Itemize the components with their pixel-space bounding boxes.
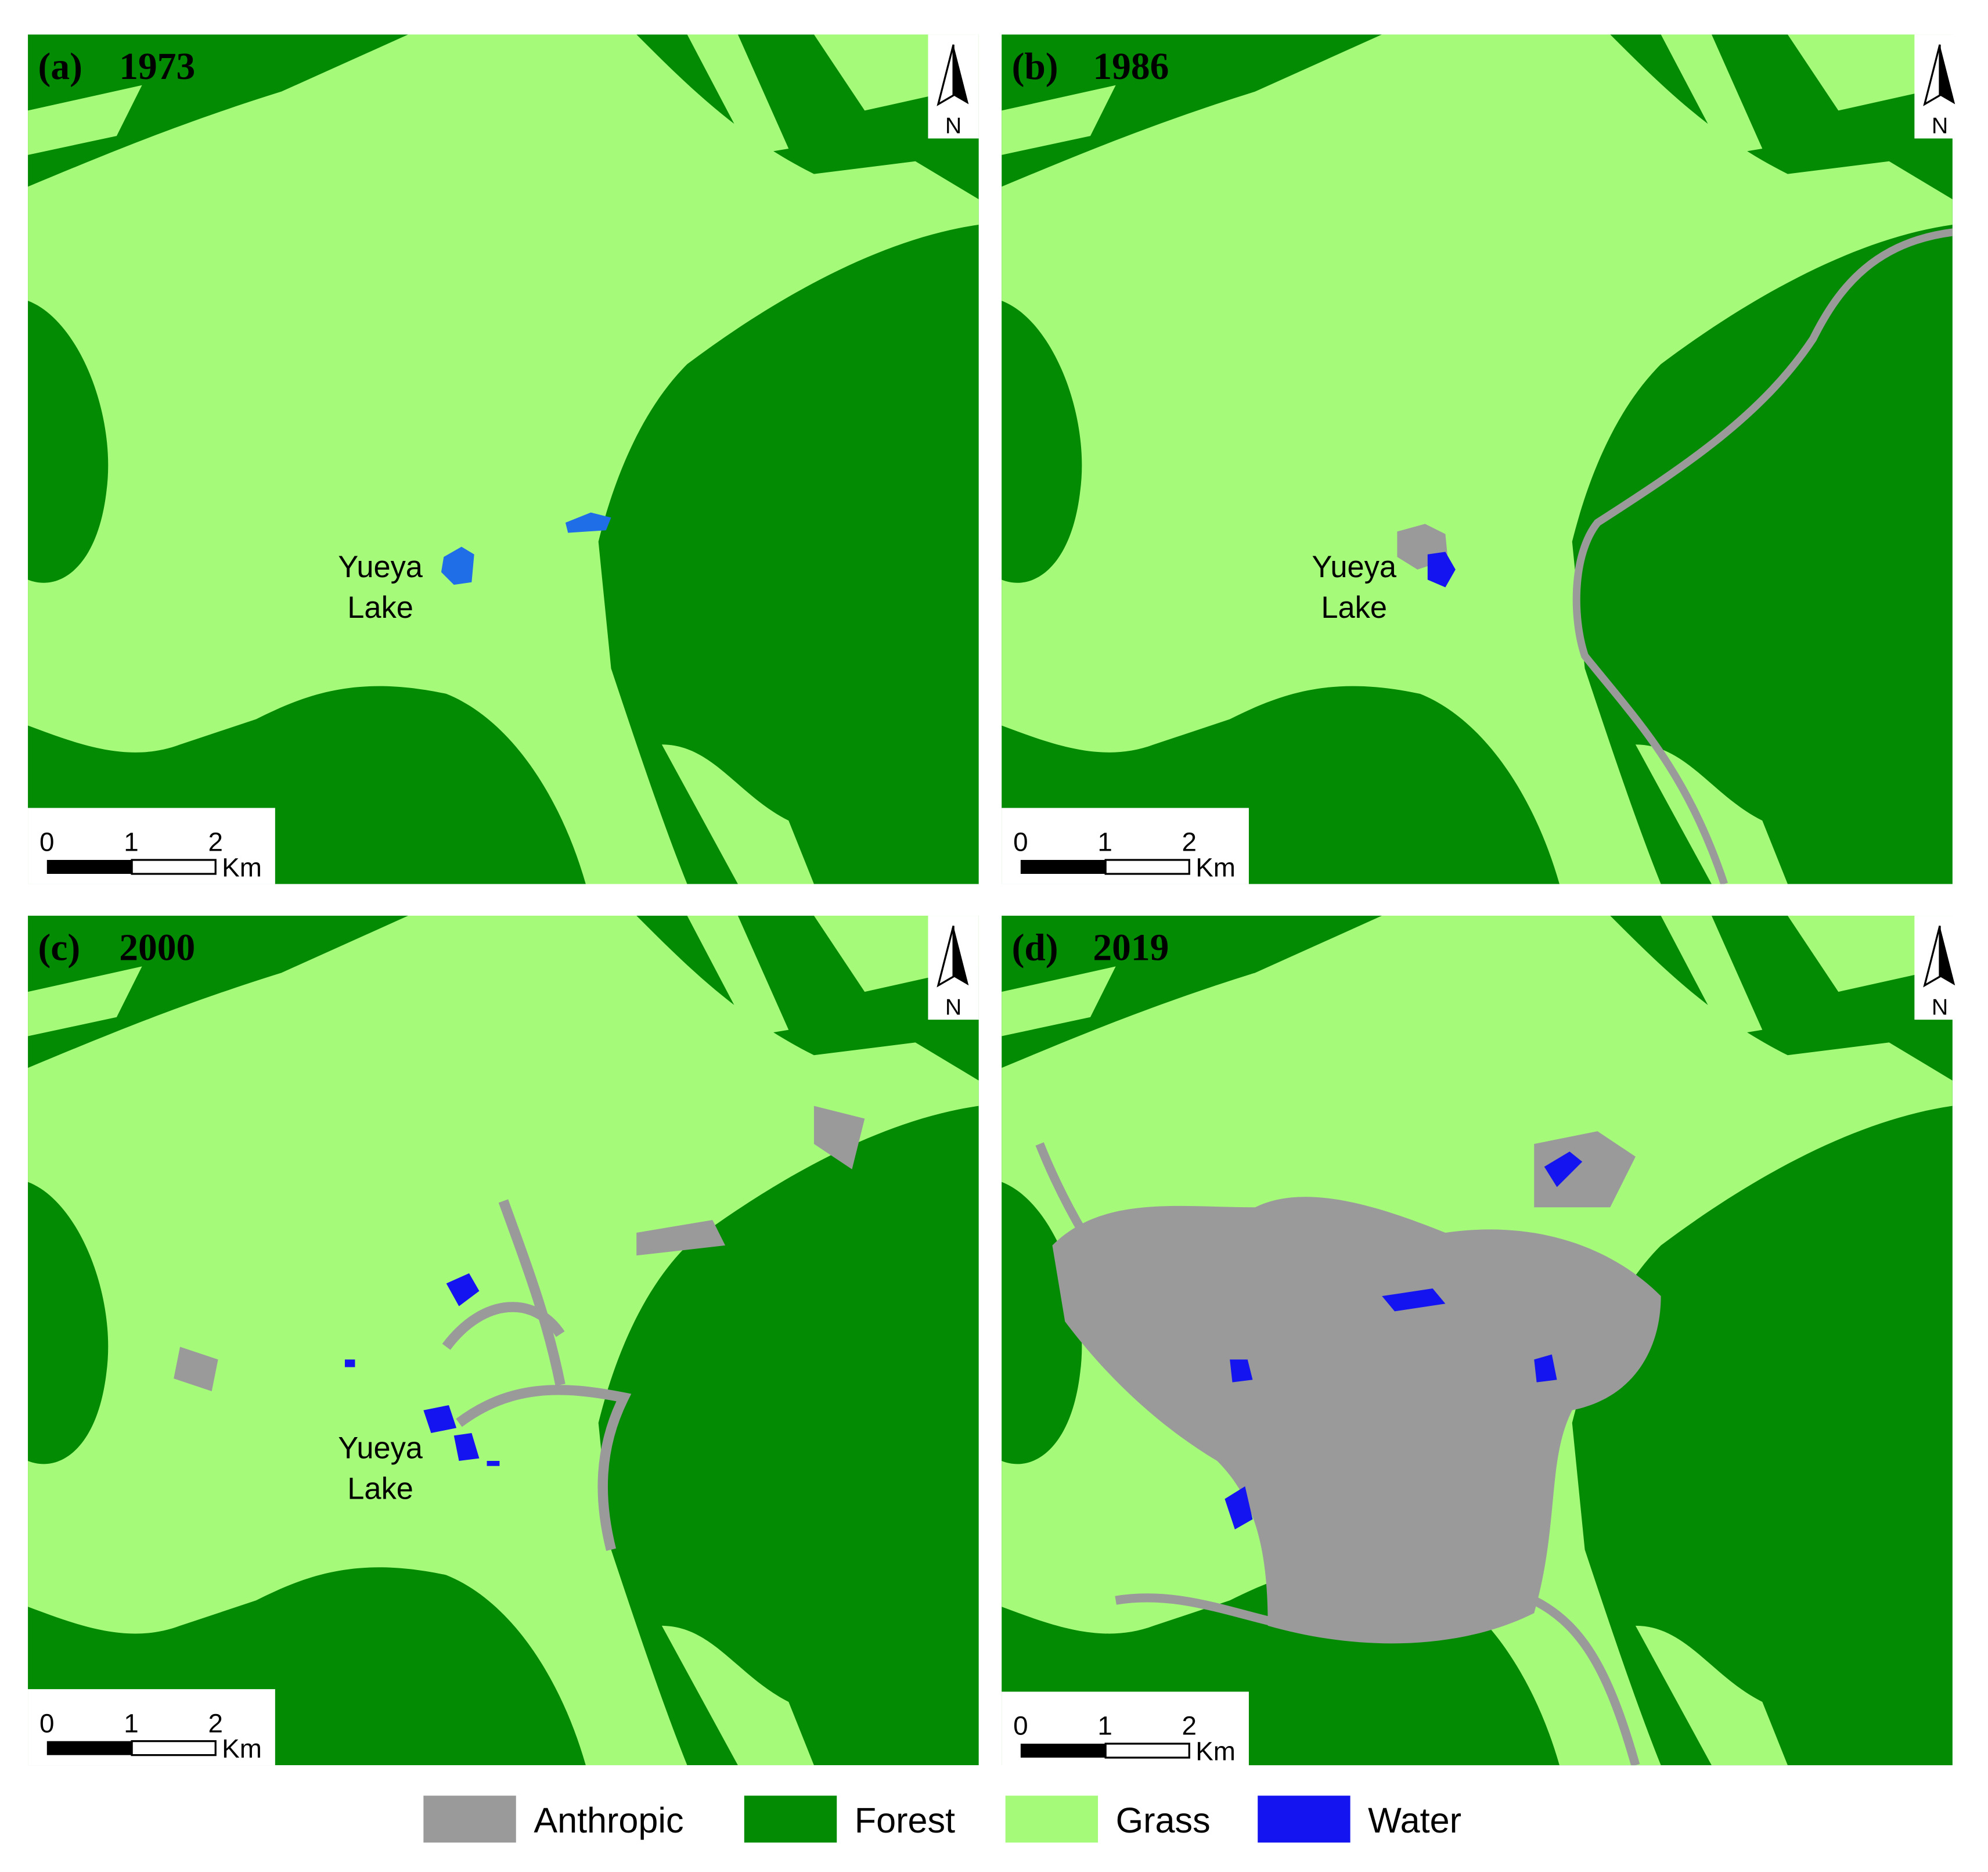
scale-tick: 2 [208,827,222,857]
scale-unit: Km [222,1733,262,1763]
scale-unit: Km [1195,852,1236,882]
scale-black [46,859,132,874]
scale-white [1104,859,1190,875]
panel-year: 2019 [1093,927,1169,969]
panel-label: (d) [1012,927,1058,969]
scale-tick: 1 [1097,1711,1112,1741]
map-a [28,34,979,884]
scale-tick: 1 [124,1708,138,1738]
panel-year: 2000 [119,927,195,969]
lake-label: Lake [347,1473,413,1506]
panel: (a) 1973 Yueya Lake N 0 1 2Km [28,34,979,884]
panel-year: 1986 [1093,46,1169,88]
scale-white [131,859,217,875]
legend-swatch [1258,1795,1350,1843]
north-label: N [945,113,961,139]
panel-label: (a) [38,46,82,88]
panel: (b) 1986 Yueya Lake N 0 1 2Km [1002,34,1965,884]
legend-swatch [423,1795,516,1843]
scale-tick: 0 [39,827,54,857]
lake-label: Yueya [1312,550,1397,584]
scale-black [46,1741,132,1755]
panel-label: (b) [1012,46,1058,88]
legend-swatch [744,1795,837,1843]
legend-label: Forest [855,1801,955,1840]
legend-swatch [1005,1795,1099,1843]
panel-label: (c) [38,927,81,969]
scale-black [1020,859,1106,874]
panel-year: 1973 [119,46,195,88]
scale-unit: Km [222,852,262,882]
lake-label: Lake [1321,591,1387,625]
north-arrow-half [953,44,969,105]
north-arrow-half [1940,44,1955,105]
map-c [28,916,979,1766]
scale-tick: 0 [1013,827,1028,857]
north-label: N [1932,994,1948,1020]
north-label: N [945,994,961,1020]
scale-tick: 0 [1013,1711,1028,1741]
map-b [1002,34,1953,884]
legend-label: Water [1368,1801,1461,1840]
scale-white [131,1740,217,1756]
north-arrow-half [1940,926,1955,986]
legend-label: Grass [1116,1801,1211,1840]
lake-label: Yueya [338,550,423,584]
north-label: N [1932,113,1948,139]
scale-black [1020,1744,1106,1758]
lake-label: Lake [347,591,413,625]
scale-tick: 2 [208,1708,222,1738]
scale-tick: 2 [1182,1711,1197,1741]
scale-tick: 1 [124,827,138,857]
panel: (c) 2000 Yueya Lake N 0 1 2Km [28,916,979,1766]
map-d [1002,916,1953,1766]
scale-white [1104,1743,1190,1759]
scale-unit: Km [1195,1736,1236,1766]
scale-tick: 0 [39,1708,54,1738]
north-arrow-half [953,926,969,986]
scale-tick: 2 [1182,827,1197,857]
legend-label: Anthropic [534,1801,683,1840]
scale-tick: 1 [1097,827,1112,857]
panel: (d) 2019 N 0 1 2Km [1002,916,1965,1768]
lake-label: Yueya [338,1432,423,1466]
